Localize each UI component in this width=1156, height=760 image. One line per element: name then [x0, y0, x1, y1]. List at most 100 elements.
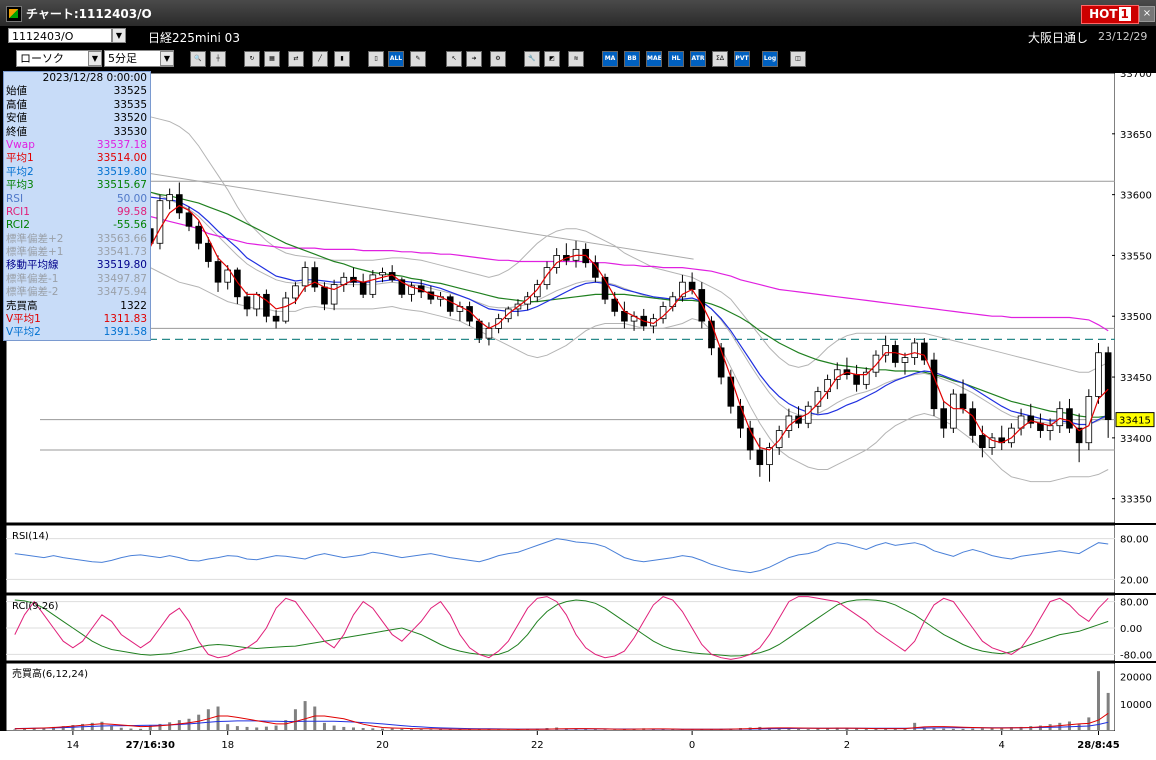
candle-body: [950, 393, 957, 429]
chart-canvas[interactable]: 33700 33650 33600 33550 33500 33450 33400 33350…: [0, 71, 1156, 760]
volume-bar: [835, 727, 839, 731]
x-tick-label: 4: [999, 740, 1005, 751]
candle-body: [408, 285, 415, 295]
info-value: 33497.87: [96, 272, 147, 285]
rsi-panel-label: RSI(14): [12, 531, 49, 542]
volume-bar: [893, 728, 897, 731]
candle-body: [688, 281, 696, 290]
toolbar-mae-button[interactable]: MAE: [646, 51, 662, 67]
volume-bar: [52, 726, 56, 731]
volume-bar: [216, 706, 220, 731]
symbol-code-input[interactable]: 1112403/O: [8, 28, 112, 43]
toolbar-atr-button[interactable]: ATR: [690, 51, 706, 67]
toolbar-ma-button[interactable]: MA: [602, 51, 618, 67]
chart-area[interactable]: 33700 33650 33600 33550 33500 33450 33400 33350…: [0, 71, 1156, 760]
volume-bar: [1096, 671, 1100, 731]
vol-axis-bg: [1115, 663, 1156, 731]
candle-body: [882, 345, 889, 356]
volume-bar: [23, 728, 27, 731]
info-label: Vwap: [6, 138, 35, 151]
toolbar-log-button[interactable]: Log: [762, 51, 778, 67]
candle-body: [717, 347, 725, 378]
info-label: 安値: [6, 112, 27, 125]
info-label: 平均2: [6, 165, 34, 178]
toolbar-bb-button[interactable]: BB: [624, 51, 640, 67]
toolbar-chart-settings-button[interactable]: ▦: [264, 51, 280, 67]
toolbar-redraw-button[interactable]: ↻: [244, 51, 260, 67]
toolbar-candle-add-button[interactable]: ▮: [334, 51, 350, 67]
toolbar-hl-button[interactable]: HL: [668, 51, 684, 67]
toolbar-tools-button[interactable]: ⚙: [490, 51, 506, 67]
rci-tick-label: 80.00: [1120, 598, 1149, 609]
volume-bar: [1067, 721, 1071, 731]
candle-body: [369, 274, 377, 295]
candle-body: [534, 284, 541, 298]
timeframe-select[interactable]: 5分足: [104, 50, 174, 67]
info-value: 33515.67: [96, 179, 147, 192]
candle-body: [446, 296, 454, 312]
toolbar-pen-button[interactable]: ✎: [410, 51, 426, 67]
rci-axis-bg: [1115, 595, 1156, 661]
toolbar-window-button[interactable]: ◫: [790, 51, 806, 67]
volume-bar: [322, 722, 326, 731]
candle-body: [253, 293, 261, 310]
toolbar-cursor-button[interactable]: ┼: [210, 51, 226, 67]
candle-body: [921, 342, 928, 361]
symbol-dropdown-arrow[interactable]: ▼: [112, 28, 126, 43]
volume-bar: [468, 728, 472, 731]
volume-bar: [477, 729, 481, 731]
toolbar-eq-button[interactable]: ΣΔ: [712, 51, 728, 67]
hot-button[interactable]: HOT 1: [1081, 5, 1139, 24]
toolbar-color-button[interactable]: ◩: [544, 51, 560, 67]
close-button[interactable]: ×: [1139, 6, 1155, 22]
candle-body: [330, 284, 338, 305]
info-value: 33563.66: [96, 232, 147, 245]
volume-bar: [119, 727, 123, 731]
toolbar-compare-button[interactable]: ⇄: [288, 51, 304, 67]
x-tick-label: 22: [531, 740, 544, 751]
volume-bar: [932, 728, 936, 731]
volume-bar: [1019, 726, 1023, 731]
toolbar-candle-remove-button[interactable]: ▯: [368, 51, 384, 67]
candle-body: [746, 427, 754, 451]
current-price-tag-bg: [1115, 412, 1155, 428]
info-row: Vwap 33537.18: [4, 139, 150, 152]
x-tick-label: 27/16:30: [126, 740, 175, 751]
toolbar-pvt-button[interactable]: PVT: [734, 51, 750, 67]
volume-bar: [797, 728, 801, 731]
toolbar-wrench-button[interactable]: 🔧: [524, 51, 540, 67]
toolbar-arrow-button[interactable]: ➜: [466, 51, 482, 67]
volume-bar: [951, 728, 955, 731]
volume-bar: [381, 728, 385, 731]
toolbar-draw-line-button[interactable]: ╱: [312, 51, 328, 67]
chart-type-dropdown-arrow[interactable]: ▼: [88, 51, 102, 66]
rsi-tick-label: 20.00: [1120, 575, 1149, 586]
volume-bar: [864, 728, 868, 731]
candle-body: [379, 272, 386, 276]
hot-label: HOT: [1089, 7, 1118, 21]
toolbar-all-button[interactable]: ALL: [388, 51, 404, 67]
toolbar-indicator-1-button[interactable]: ≋: [568, 51, 584, 67]
volume-bar: [42, 727, 46, 731]
info-label: RCI1: [6, 205, 30, 218]
candle-body: [485, 328, 493, 339]
timeframe-dropdown-arrow[interactable]: ▼: [160, 51, 174, 66]
info-label: 標準偏差-1: [6, 272, 59, 285]
toolbar-select-button[interactable]: ↖: [446, 51, 462, 67]
volume-bar: [206, 709, 210, 731]
volume-bar: [245, 726, 249, 731]
toolbar-zoom-button[interactable]: 🔍: [190, 51, 206, 67]
rci-panel-label: RCI(9,26): [12, 601, 59, 612]
volume-bar: [235, 726, 239, 731]
info-row: 標準偏差+1 33541.73: [4, 246, 150, 259]
volume-bar: [168, 722, 172, 731]
volume-bar: [806, 729, 810, 731]
close-icon: ×: [1142, 8, 1152, 19]
price-tick-label: 33650: [1120, 130, 1152, 141]
candle-body: [1066, 408, 1073, 429]
chart-type-select[interactable]: ローソク: [16, 50, 102, 67]
volume-bar: [961, 728, 965, 731]
volume-bar: [1000, 727, 1004, 731]
x-tick-label: 2: [844, 740, 850, 751]
info-row: 標準偏差-2 33475.94: [4, 286, 150, 299]
